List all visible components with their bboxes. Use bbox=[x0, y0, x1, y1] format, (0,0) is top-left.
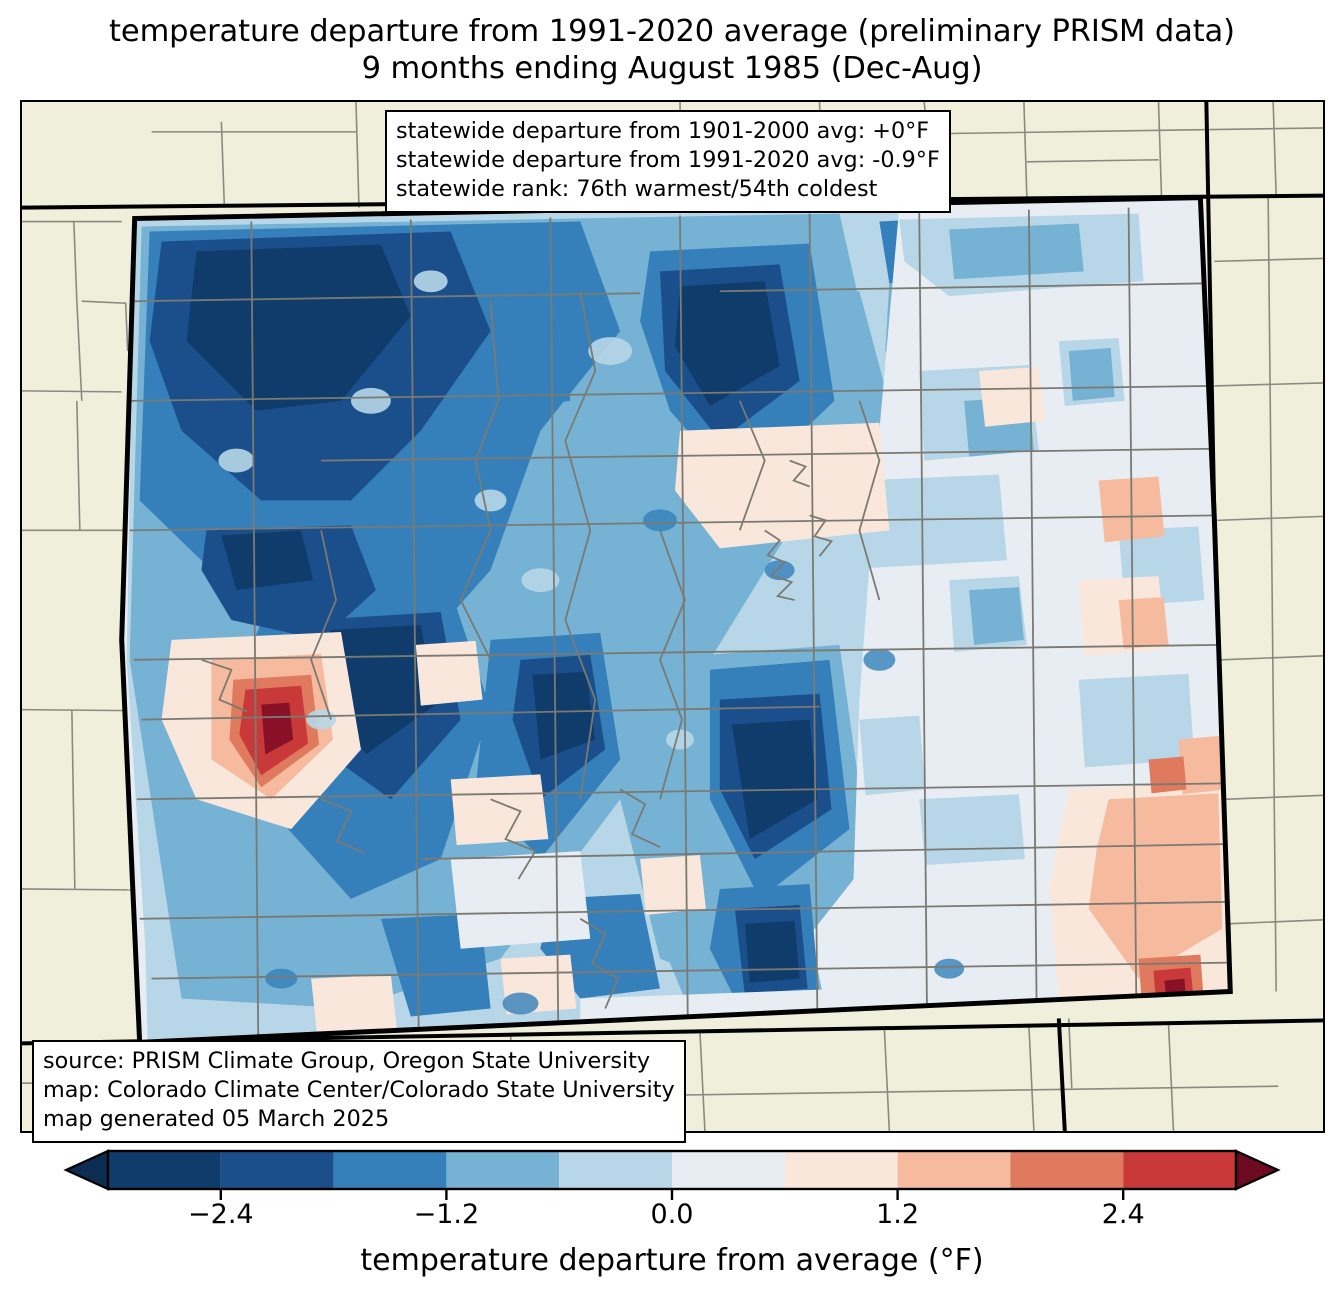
anomaly-contour-field bbox=[121, 197, 1231, 1043]
colorado-temperature-anomaly-map bbox=[22, 102, 1323, 1131]
page-title: temperature departure from 1991-2020 ave… bbox=[0, 14, 1344, 87]
colorbar-title: temperature departure from average (°F) bbox=[360, 1243, 984, 1278]
colorbar-band bbox=[220, 1151, 334, 1189]
colorbar-band bbox=[1010, 1151, 1124, 1189]
colorbar-band bbox=[108, 1151, 221, 1189]
colorbar-tick-label: −2.4 bbox=[188, 1199, 254, 1230]
statewide-stats-box: statewide departure from 1901-2000 avg: … bbox=[385, 110, 951, 213]
colorbar-tick-label: −1.2 bbox=[413, 1199, 480, 1230]
title-line-2: 9 months ending August 1985 (Dec-Aug) bbox=[361, 50, 983, 86]
colorbar-band bbox=[446, 1151, 560, 1189]
colorbar-tick-label: 2.4 bbox=[1101, 1199, 1145, 1230]
colorado-county-lines bbox=[129, 207, 1229, 1043]
colorbar-band bbox=[784, 1151, 898, 1189]
map-panel[interactable] bbox=[20, 100, 1325, 1133]
colorbar-over-cap bbox=[1234, 1149, 1281, 1191]
colorbar-tick-label: 0.0 bbox=[650, 1199, 694, 1230]
stats-line-2: statewide departure from 1991-2020 avg: … bbox=[396, 146, 940, 173]
stats-line-3: statewide rank: 76th warmest/54th coldes… bbox=[396, 175, 878, 202]
colorbar-band bbox=[559, 1151, 672, 1189]
source-line-1: source: PRISM Climate Group, Oregon Stat… bbox=[43, 1048, 651, 1074]
colorbar-tick-label: 1.2 bbox=[876, 1199, 920, 1230]
colorbar-under-cap bbox=[63, 1149, 110, 1191]
source-line-2: map: Colorado Climate Center/Colorado St… bbox=[43, 1076, 675, 1103]
colorbar-band bbox=[672, 1151, 785, 1189]
colorbar-band bbox=[1123, 1151, 1236, 1189]
colorbar-band bbox=[897, 1151, 1011, 1189]
stats-line-1: statewide departure from 1901-2000 avg: … bbox=[396, 118, 930, 144]
source-line-3: map generated 05 March 2025 bbox=[43, 1105, 390, 1132]
colorbar-swatches bbox=[63, 1149, 1281, 1200]
colorbar-band bbox=[333, 1151, 447, 1189]
colorado-state-border bbox=[119, 195, 1233, 1045]
source-credits-box: source: PRISM Climate Group, Oregon Stat… bbox=[32, 1040, 686, 1143]
title-line-1: temperature departure from 1991-2020 ave… bbox=[109, 14, 1235, 49]
colorbar: −2.4 −1.2 0.0 1.2 2.4 temperature departure … bbox=[0, 1143, 1344, 1299]
